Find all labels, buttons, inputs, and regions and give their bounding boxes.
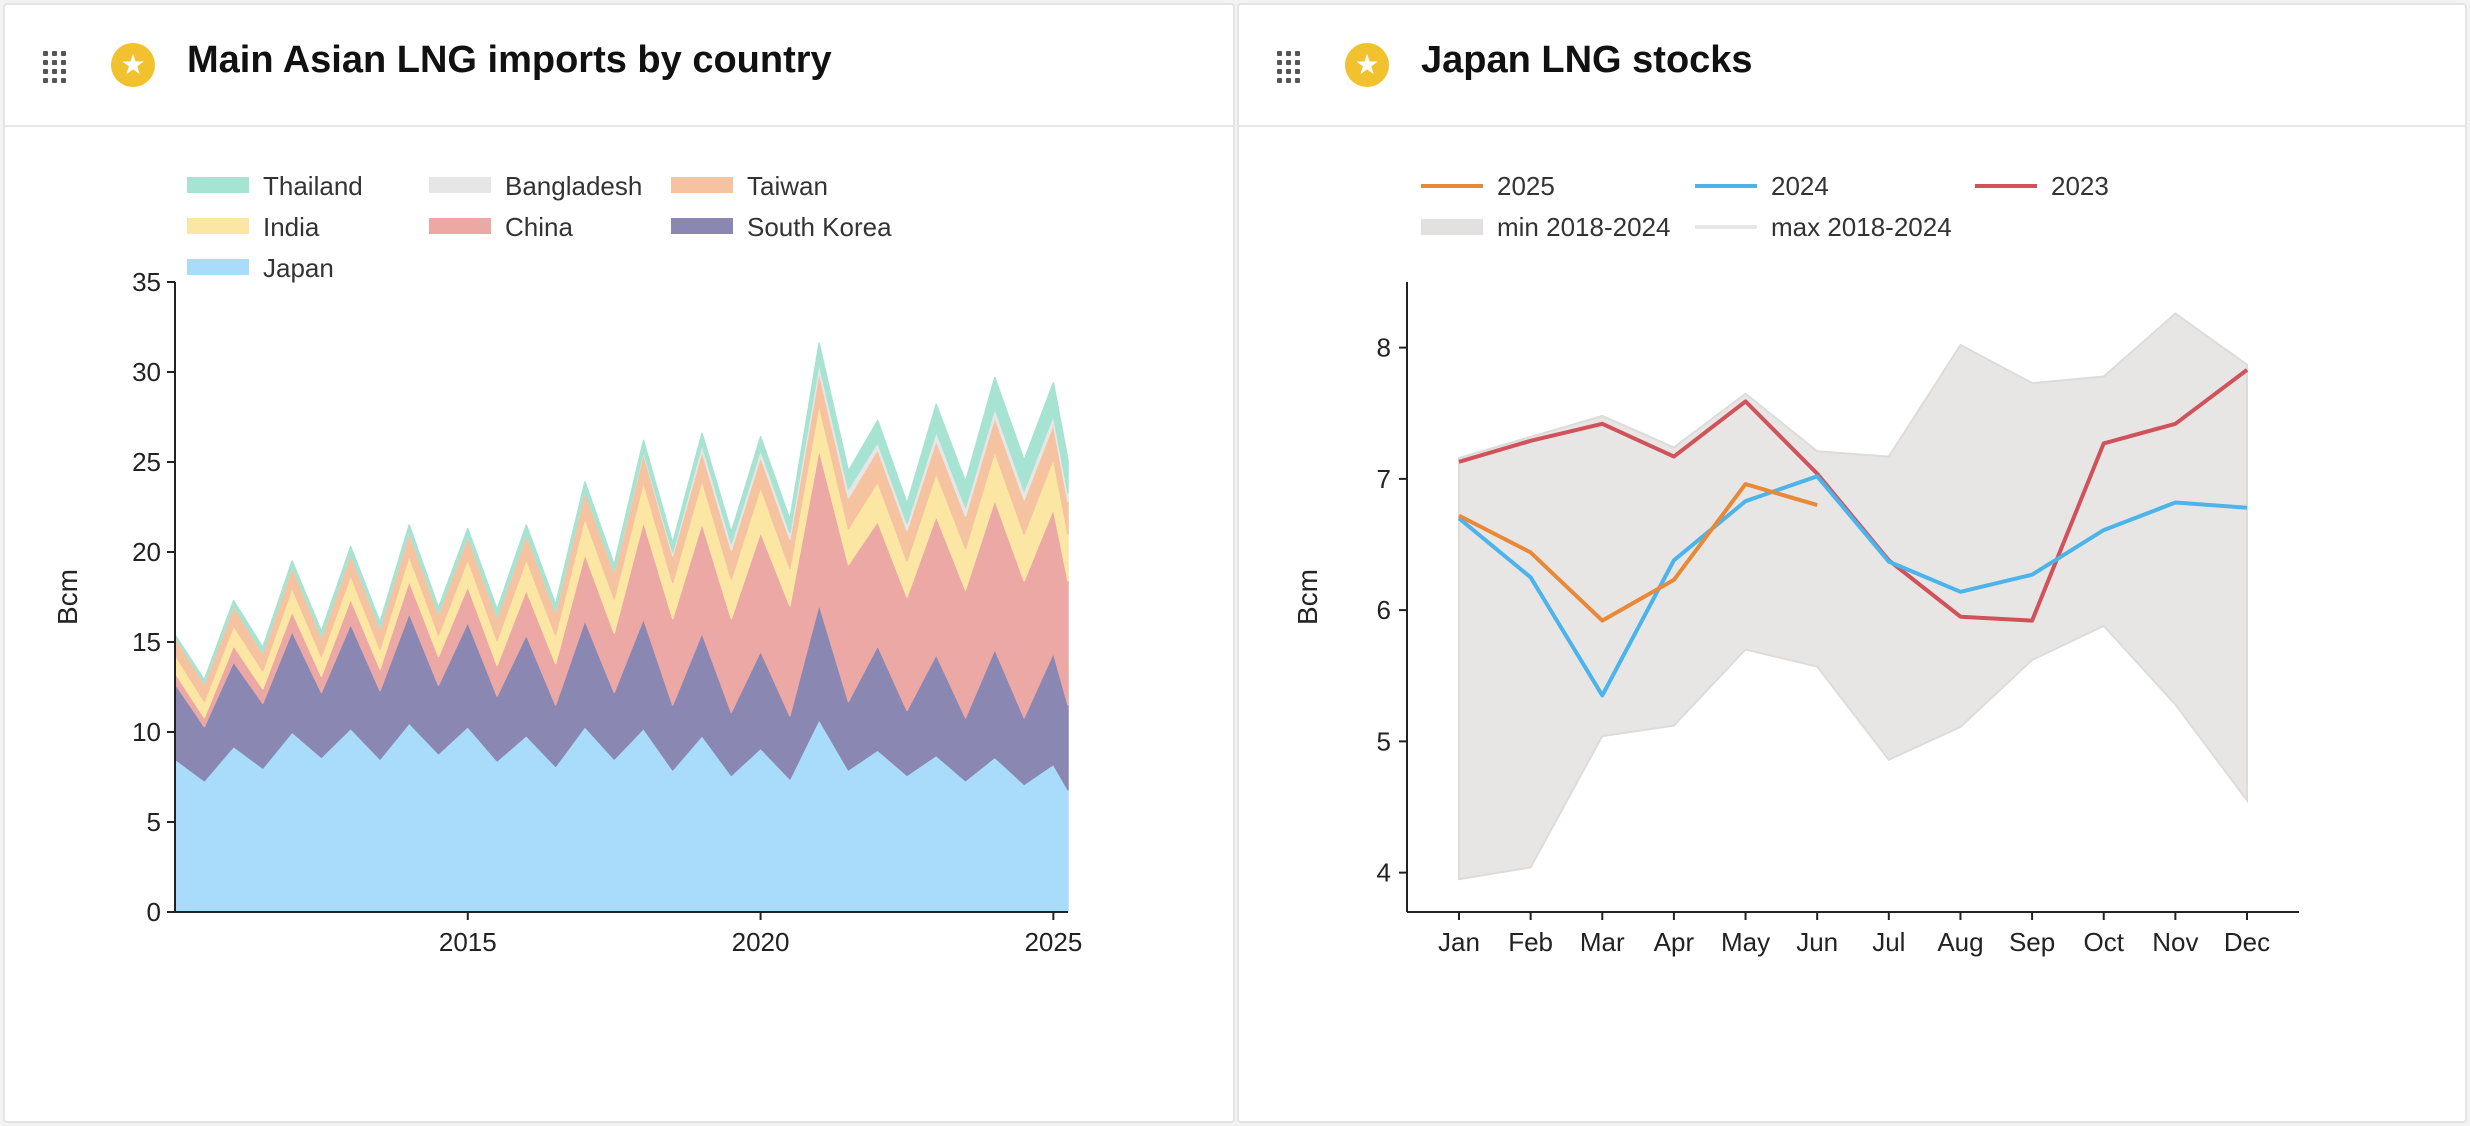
x-tick-label: 2025 <box>1024 927 1082 957</box>
x-tick-label: Jul <box>1872 927 1905 957</box>
band-min-max-2018-2024 <box>1458 312 2248 881</box>
y-tick-label: 4 <box>1377 858 1391 888</box>
legend: Thailand Bangladesh Taiwan India China South … <box>187 171 892 283</box>
star-icon[interactable]: ★ <box>111 43 155 87</box>
legend-label-bangladesh: Bangladesh <box>505 171 642 201</box>
legend-swatch <box>1421 219 1483 235</box>
legend-label-thailand: Thailand <box>263 171 363 201</box>
legend-label-japan: Japan <box>263 253 334 283</box>
legend-swatch <box>429 177 491 193</box>
x-tick-label: Dec <box>2224 927 2270 957</box>
y-axis-label: Bcm <box>1292 569 1323 625</box>
legend-swatch <box>187 218 249 234</box>
legend-label-india: India <box>263 212 320 242</box>
panel-japan-stocks: ★ Japan LNG stocks 2025 2024 2023 min 2018-… <box>1237 3 2467 1123</box>
imports-chart: Thailand Bangladesh Taiwan India China South … <box>52 171 1082 957</box>
y-tick-label: 6 <box>1377 595 1391 625</box>
x-tick-label: Nov <box>2152 927 2198 957</box>
panel-header: ★ Main Asian LNG imports by country <box>5 5 1233 127</box>
x-tick-label: Aug <box>1937 927 1983 957</box>
y-tick-label: 0 <box>147 897 161 927</box>
panel-title: Japan LNG stocks <box>1421 39 1753 81</box>
legend-swatch <box>429 218 491 234</box>
legend-swatch <box>187 177 249 193</box>
legend-label-taiwan: Taiwan <box>747 171 828 201</box>
legend-label-2023: 2023 <box>2051 171 2109 201</box>
drag-handle-icon[interactable] <box>1277 51 1301 83</box>
x-tick-label: Oct <box>2084 927 2125 957</box>
y-tick-label: 7 <box>1377 464 1391 494</box>
y-tick-label: 25 <box>132 447 161 477</box>
stacked-areas <box>174 342 1069 913</box>
y-tick-label: 20 <box>132 537 161 567</box>
legend-swatch <box>671 177 733 193</box>
y-tick-label: 15 <box>132 627 161 657</box>
x-tick-label: 2020 <box>732 927 790 957</box>
series-line-2025 <box>1458 482 1818 623</box>
panel-title: Main Asian LNG imports by country <box>187 39 832 81</box>
x-tick-label: Jan <box>1438 927 1480 957</box>
y-tick-label: 35 <box>132 267 161 297</box>
legend-swatch <box>671 218 733 234</box>
area-thailand <box>174 342 1069 685</box>
x-tick-label: May <box>1721 927 1770 957</box>
legend-swatch <box>187 259 249 275</box>
series-line-2024 <box>1457 474 2248 698</box>
star-icon[interactable]: ★ <box>1345 43 1389 87</box>
y-tick-label: 8 <box>1377 333 1391 363</box>
x-tick-label: Jun <box>1796 927 1838 957</box>
y-tick-label: 5 <box>1377 726 1391 756</box>
y-tick-label: 30 <box>132 357 161 387</box>
x-tick-label: Mar <box>1580 927 1625 957</box>
legend-label-2024: 2024 <box>1771 171 1829 201</box>
legend-label-south-korea: South Korea <box>747 212 892 242</box>
legend: 2025 2024 2023 min 2018-2024 max 2018-2024 <box>1421 171 2109 242</box>
x-tick-label: Sep <box>2009 927 2055 957</box>
legend-label-max-2018-2024: max 2018-2024 <box>1771 212 1952 242</box>
x-tick-label: 2015 <box>439 927 497 957</box>
drag-handle-icon[interactable] <box>43 51 67 83</box>
y-tick-label: 10 <box>132 717 161 747</box>
panel-lng-imports: ★ Main Asian LNG imports by country Thai… <box>3 3 1235 1123</box>
legend-label-min-2018-2024: min 2018-2024 <box>1497 212 1670 242</box>
y-axis-label: Bcm <box>52 569 83 625</box>
legend-label-2025: 2025 <box>1497 171 1555 201</box>
x-tick-label: Apr <box>1654 927 1695 957</box>
legend-label-china: China <box>505 212 573 242</box>
y-tick-label: 5 <box>147 807 161 837</box>
panel-header: ★ Japan LNG stocks <box>1239 5 2465 127</box>
stocks-chart: 2025 2024 2023 min 2018-2024 max 2018-2024 4 5… <box>1292 171 2299 957</box>
x-tick-label: Feb <box>1508 927 1553 957</box>
